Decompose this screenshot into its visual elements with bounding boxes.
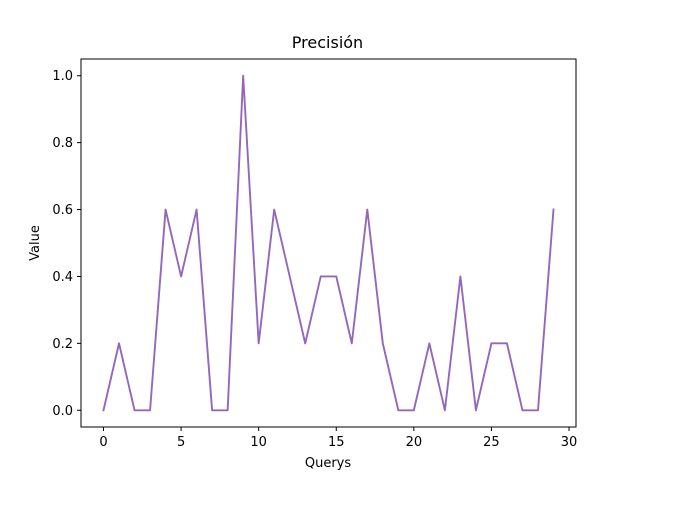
series-layer xyxy=(102,74,555,412)
y-tick-label: 1.0 xyxy=(52,69,73,84)
chart-title: Precisión xyxy=(292,33,363,52)
x-tick-label: 15 xyxy=(328,435,345,450)
x-tick-label: 30 xyxy=(561,435,578,450)
y-tick-label: 0.4 xyxy=(52,270,73,285)
x-tick-label: 10 xyxy=(250,435,267,450)
x-tick-label: 0 xyxy=(99,435,107,450)
y-axis: 0.0 0.2 0.4 0.6 0.8 1.0 xyxy=(52,69,81,419)
x-tick-label: 25 xyxy=(483,435,500,450)
y-tick-label: 0.8 xyxy=(52,136,73,151)
x-axis: 0 5 10 15 20 25 30 xyxy=(99,427,577,450)
series-line-0 xyxy=(102,74,555,412)
plot-frame xyxy=(80,58,577,428)
y-tick-label: 0.0 xyxy=(52,404,73,419)
x-tick-label: 20 xyxy=(406,435,423,450)
y-tick-label: 0.6 xyxy=(52,203,73,218)
x-axis-title: Querys xyxy=(305,456,352,471)
y-tick-label: 0.2 xyxy=(52,337,73,352)
y-axis-title: Value xyxy=(28,225,43,261)
x-tick-label: 5 xyxy=(177,435,185,450)
